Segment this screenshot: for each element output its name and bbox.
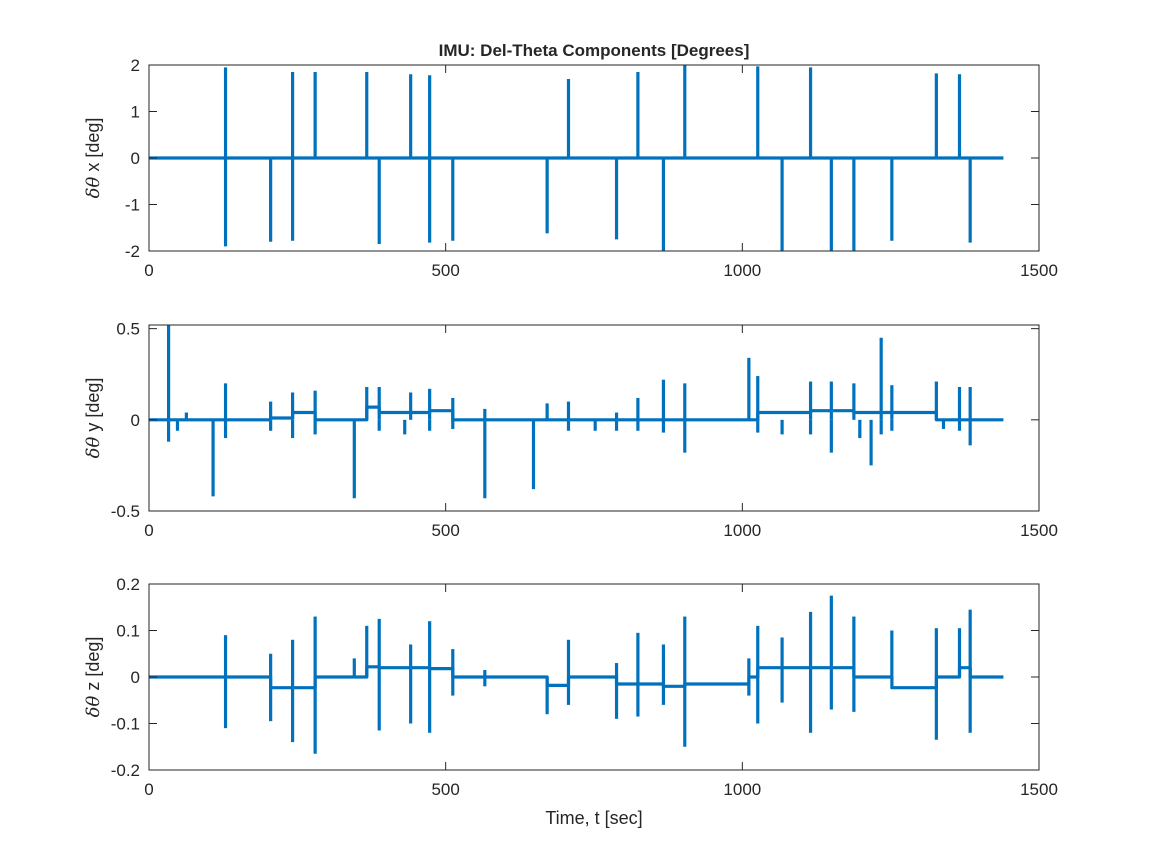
y-axis-label-text: y [deg] bbox=[83, 378, 103, 437]
series-group bbox=[149, 595, 1004, 754]
y-axis-label-text: z [deg] bbox=[83, 637, 103, 696]
y-tick-label: 0 bbox=[131, 668, 140, 687]
y-tick-label: 0 bbox=[131, 149, 140, 168]
x-tick-label: 1500 bbox=[1020, 261, 1058, 280]
y-tick-label: -2 bbox=[125, 242, 140, 261]
x-tick-label: 500 bbox=[431, 780, 459, 799]
y-tick-label: 2 bbox=[131, 56, 140, 75]
axes-box bbox=[148, 324, 1040, 512]
y-axis-label-text: x [deg] bbox=[83, 118, 103, 177]
figure-title: IMU: Del-Theta Components [Degrees] bbox=[439, 41, 750, 60]
y-axis-label: δθ x [deg] bbox=[83, 118, 104, 199]
subplot-1: 0 500 1000 1500 -2 -1 0 1 2 δθ x [deg] bbox=[83, 56, 1058, 280]
y-tick-label: 0.5 bbox=[116, 320, 140, 339]
x-axis-label: Time, t [sec] bbox=[545, 808, 642, 828]
y-axis-label: δθ y [deg] bbox=[83, 378, 104, 459]
y-axis-label-symbol: δθ bbox=[83, 696, 104, 718]
y-tick-label: -0.5 bbox=[111, 502, 140, 521]
y-tick-label: -0.1 bbox=[111, 715, 140, 734]
y-tick-label: 1 bbox=[131, 103, 140, 122]
y-tick-label: -1 bbox=[125, 196, 140, 215]
x-tick-label: 0 bbox=[144, 521, 153, 540]
y-tick-label: 0.2 bbox=[116, 575, 140, 594]
x-tick-label: 1000 bbox=[723, 780, 761, 799]
y-tick-label: -0.2 bbox=[111, 761, 140, 780]
x-tick-label: 500 bbox=[431, 521, 459, 540]
y-tick-label: 0 bbox=[131, 411, 140, 430]
x-tick-label: 0 bbox=[144, 261, 153, 280]
x-tick-label: 1000 bbox=[723, 261, 761, 280]
subplot-2: 0 500 1000 1500-0.500.5δθ y [deg] bbox=[83, 320, 1058, 540]
x-tick-label: 1500 bbox=[1020, 521, 1058, 540]
series-group bbox=[149, 325, 1004, 499]
y-axis-label-symbol: δθ bbox=[83, 177, 104, 199]
y-axis-label-symbol: δθ bbox=[83, 437, 104, 459]
x-tick-label: 0 bbox=[144, 780, 153, 799]
subplot-3: 0 500 1000 1500 -0.2 -0.1 0 0.1 0.2 δθ z [deg] bbox=[83, 575, 1058, 799]
series-group bbox=[149, 65, 1004, 251]
series-baseline bbox=[149, 665, 1004, 690]
x-tick-label: 1000 bbox=[723, 521, 761, 540]
x-tick-label: 1500 bbox=[1020, 780, 1058, 799]
y-axis-label: δθ z [deg] bbox=[83, 637, 104, 718]
y-tick-label: 0.1 bbox=[116, 622, 140, 641]
x-tick-label: 500 bbox=[431, 261, 459, 280]
